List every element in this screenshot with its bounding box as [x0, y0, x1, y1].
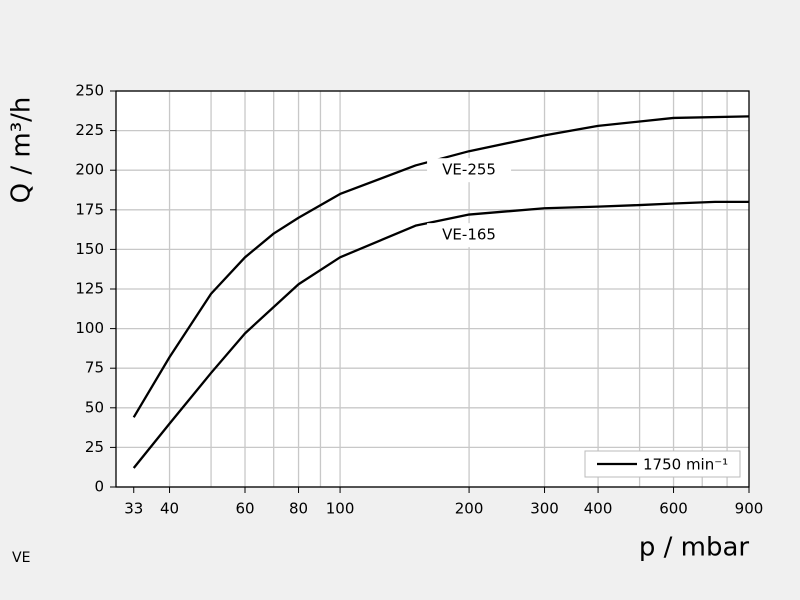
- y-tick-label: 75: [85, 359, 104, 377]
- y-tick-label: 225: [75, 121, 104, 139]
- curve-label: VE-165: [442, 226, 496, 244]
- x-tick-label: 900: [735, 500, 764, 518]
- y-tick-label: 50: [85, 398, 104, 416]
- x-tick-label: 80: [289, 500, 308, 518]
- y-tick-label: 0: [94, 478, 104, 496]
- plot-frame: [115, 90, 750, 488]
- y-tick-label: 100: [75, 319, 104, 337]
- series-line: [132, 200, 749, 469]
- y-tick-label: 150: [75, 240, 104, 258]
- x-tick-label: 33: [124, 500, 143, 518]
- y-tick-label: 125: [75, 280, 104, 298]
- y-tick-label: 250: [75, 82, 104, 100]
- x-tick-label: 40: [160, 500, 179, 518]
- y-tick-label: 25: [85, 438, 104, 456]
- x-tick-label: 100: [326, 500, 355, 518]
- x-axis-label: p / mbar: [639, 533, 750, 563]
- y-axis-label: Q / m³/h: [7, 97, 37, 204]
- x-tick-label: 400: [584, 500, 613, 518]
- legend-label: 1750 min⁻¹: [643, 456, 728, 474]
- x-tick-label: 60: [235, 500, 254, 518]
- x-tick-label: 300: [530, 500, 559, 518]
- y-tick-label: 200: [75, 161, 104, 179]
- y-tick-label: 175: [75, 200, 104, 218]
- curve-label-bg: [427, 158, 512, 183]
- footnote: VE: [12, 550, 30, 566]
- x-tick-label: 200: [455, 500, 484, 518]
- legend: 1750 min⁻¹: [584, 450, 741, 478]
- curve-label-bg: [427, 223, 512, 248]
- x-tick-label: 600: [659, 500, 688, 518]
- series-line: [132, 115, 750, 418]
- curve-label: VE-255: [442, 161, 496, 179]
